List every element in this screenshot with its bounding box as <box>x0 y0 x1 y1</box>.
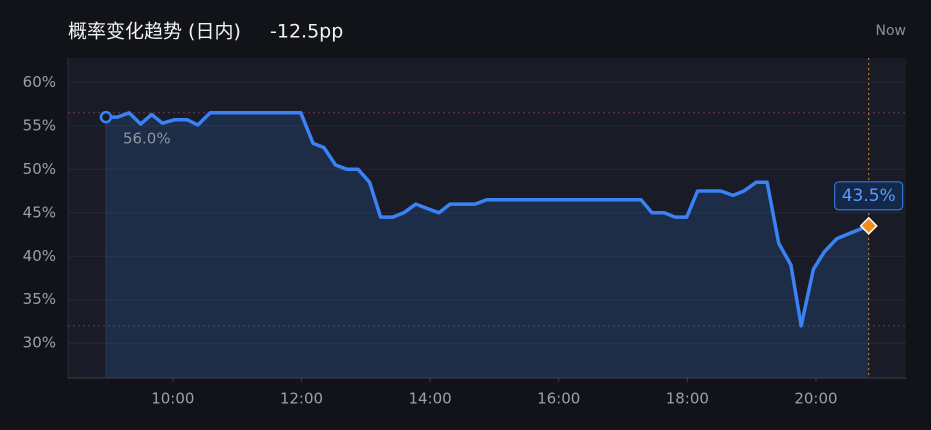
x-tick-label: 16:00 <box>537 390 580 408</box>
area <box>105 112 869 379</box>
y-tick-label: 55% <box>23 116 56 134</box>
y-tick-label: 35% <box>23 290 56 308</box>
y-tick-label: 40% <box>23 247 56 265</box>
now-label: Now <box>876 23 907 39</box>
start-point <box>99 110 113 124</box>
line <box>105 111 870 328</box>
y-tick-label: 45% <box>23 203 56 221</box>
x-tick-label: 18:00 <box>666 390 709 408</box>
change-value: -12.5pp <box>270 21 343 43</box>
end-point <box>859 216 878 235</box>
y-tick-label: 30% <box>23 334 56 352</box>
y-tick-label: 50% <box>23 160 56 178</box>
plot-area <box>68 58 906 378</box>
chart-title: 概率变化趋势 (日内) <box>68 21 241 43</box>
x-tick-label: 20:00 <box>794 390 837 408</box>
value-label: 56.0% <box>123 130 171 148</box>
x-tick-label: 12:00 <box>280 390 323 408</box>
x-tick-label: 14:00 <box>408 390 451 408</box>
x-tick-label: 10:00 <box>151 390 194 408</box>
value-label: 43.5% <box>842 186 896 206</box>
value-label-box <box>834 181 904 211</box>
y-tick-label: 60% <box>23 73 56 91</box>
